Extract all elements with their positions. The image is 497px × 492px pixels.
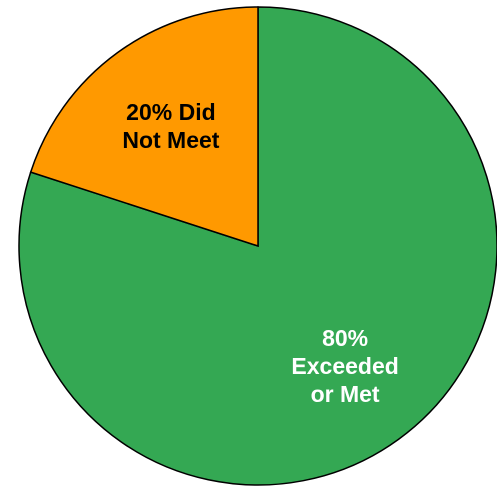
pie-labels: 80% Exceeded or Met 20% Did Not Meet	[122, 99, 398, 407]
pie-slices	[18, 6, 497, 486]
pie-label-line: 20% Did	[126, 99, 215, 125]
pie-label-line: 80%	[322, 325, 368, 351]
pie-label-did-not-meet: 20% Did Not Meet	[122, 99, 219, 153]
pie-label-line: or Met	[311, 381, 380, 407]
pie-slice-exceeded-or-met	[18, 6, 497, 486]
pie-slice-did-not-meet	[29, 6, 259, 248]
pie-label-line: Not Meet	[122, 127, 219, 153]
pie-label-line: Exceeded	[291, 353, 398, 379]
pie-label-exceeded-or-met: 80% Exceeded or Met	[291, 325, 398, 407]
